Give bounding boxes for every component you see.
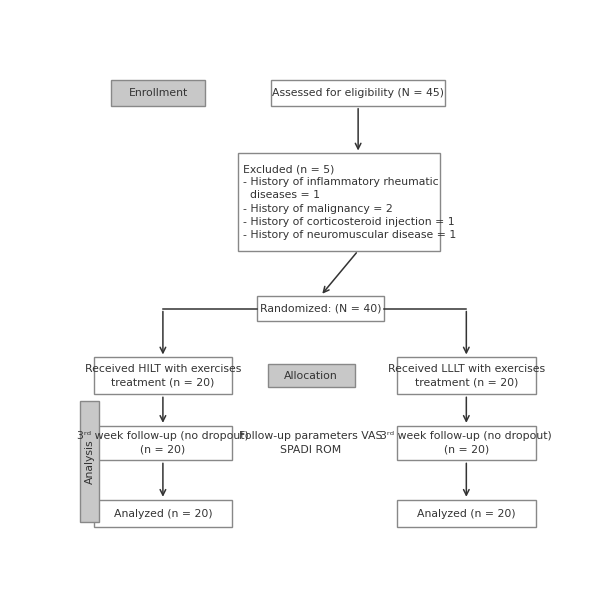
- FancyBboxPatch shape: [238, 154, 441, 250]
- FancyBboxPatch shape: [397, 426, 536, 461]
- Text: Enrollment: Enrollment: [129, 88, 188, 98]
- FancyBboxPatch shape: [268, 364, 354, 388]
- FancyBboxPatch shape: [93, 500, 232, 527]
- FancyBboxPatch shape: [111, 80, 205, 106]
- Text: Follow-up parameters VAS
SPADI ROM: Follow-up parameters VAS SPADI ROM: [239, 432, 383, 455]
- Text: 3ʳᵈ week follow-up (no dropout)
(n = 20): 3ʳᵈ week follow-up (no dropout) (n = 20): [77, 432, 249, 455]
- FancyBboxPatch shape: [80, 402, 100, 522]
- FancyBboxPatch shape: [397, 358, 536, 394]
- FancyBboxPatch shape: [93, 358, 232, 394]
- FancyBboxPatch shape: [271, 80, 445, 106]
- FancyBboxPatch shape: [397, 500, 536, 527]
- Text: Analyzed (n = 20): Analyzed (n = 20): [114, 509, 212, 518]
- FancyBboxPatch shape: [257, 296, 384, 321]
- Text: Randomized: (N = 40): Randomized: (N = 40): [260, 303, 381, 314]
- Text: Excluded (n = 5)
- History of inflammatory rheumatic
  diseases = 1
- History of: Excluded (n = 5) - History of inflammato…: [243, 164, 456, 240]
- Text: Analyzed (n = 20): Analyzed (n = 20): [417, 509, 515, 518]
- Text: Received HILT with exercises
treatment (n = 20): Received HILT with exercises treatment (…: [85, 364, 241, 388]
- Text: 3ʳᵈ week follow-up (no dropout)
(n = 20): 3ʳᵈ week follow-up (no dropout) (n = 20): [381, 432, 552, 455]
- Text: Assessed for eligibility (N = 45): Assessed for eligibility (N = 45): [272, 88, 444, 98]
- Text: Received LLLT with exercises
treatment (n = 20): Received LLLT with exercises treatment (…: [388, 364, 545, 388]
- Text: Allocation: Allocation: [284, 371, 338, 381]
- FancyBboxPatch shape: [93, 426, 232, 461]
- Text: Analysis: Analysis: [84, 439, 95, 484]
